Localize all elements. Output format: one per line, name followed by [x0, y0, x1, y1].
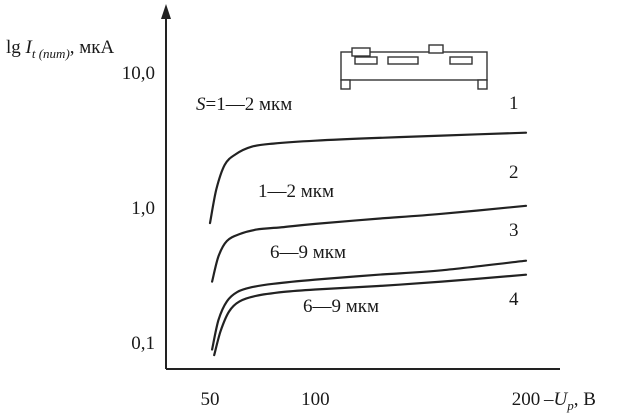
series-3-number: 3	[509, 220, 519, 241]
y-axis-title: lg It (пит), мкА	[6, 37, 115, 61]
series-3-label: 6—9 мкм	[270, 242, 346, 263]
series-3-line	[211, 259, 528, 351]
series-1-label: S=1—2 мкм	[196, 94, 292, 115]
y-axis-arrow	[161, 4, 171, 19]
series-2-line	[211, 204, 528, 283]
x-axis-title: –Up, В	[543, 389, 596, 413]
x-tick-label: 200	[512, 389, 541, 410]
series-2-number: 2	[509, 162, 519, 183]
y-tick-label: 10,0	[122, 63, 155, 84]
y-tick-label: 1,0	[131, 198, 155, 219]
x-tick-label: 100	[301, 389, 330, 410]
series-group	[208, 131, 528, 357]
series-1-number: 1	[509, 93, 519, 114]
series-4-number: 4	[509, 289, 519, 310]
series-4-line	[213, 273, 528, 357]
x-tick-label: 50	[201, 389, 220, 410]
axes	[161, 4, 560, 370]
device-schematic-icon	[340, 44, 488, 90]
series-2-label: 1—2 мкм	[258, 181, 334, 202]
series-4-label: 6—9 мкм	[303, 296, 379, 317]
y-tick-label: 0,1	[131, 333, 155, 354]
curve-labels: 1 S=1—2 мкм 2 1—2 мкм 3 6—9 мкм 4 6—9 мкм	[196, 93, 519, 317]
tick-labels: 50 100 200 10,0 1,0 0,1	[122, 63, 541, 410]
series-1-line	[208, 131, 528, 225]
